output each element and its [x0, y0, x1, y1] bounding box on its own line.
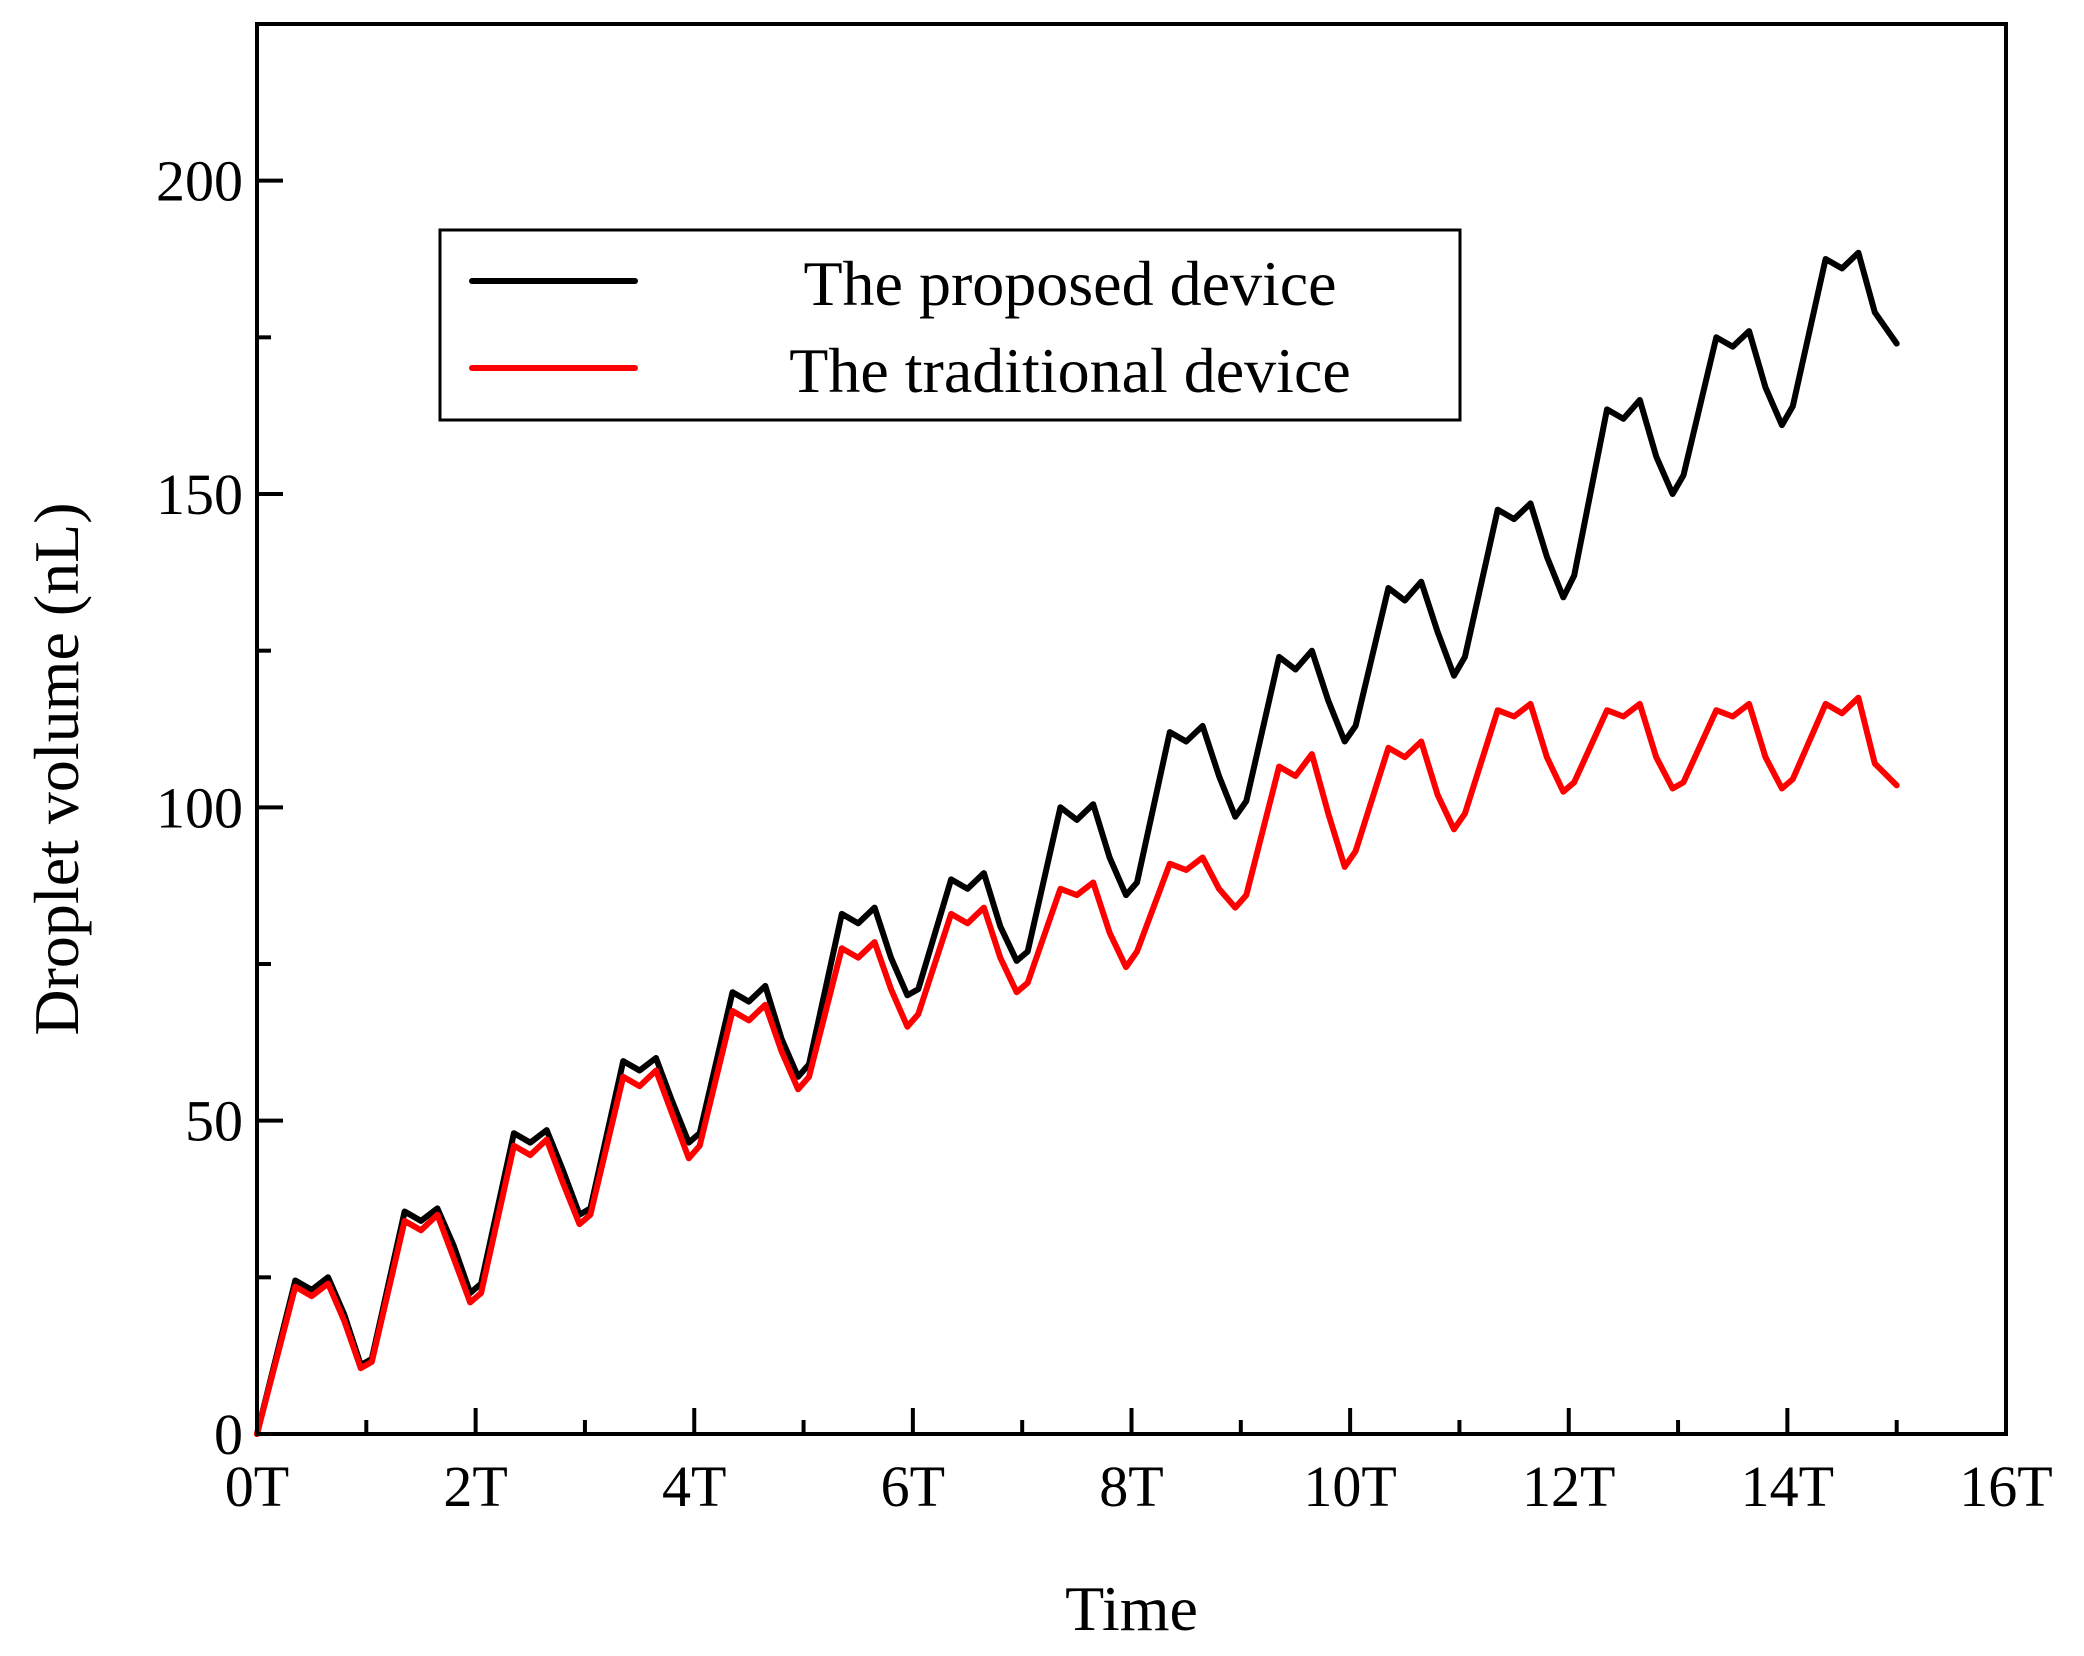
- y-tick-label: 0: [214, 1402, 243, 1467]
- x-tick-label: 6T: [881, 1454, 945, 1519]
- series-line-0: [254, 249, 1900, 1437]
- legend: The proposed device The traditional devi…: [438, 228, 1462, 422]
- y-tick-label: 100: [156, 775, 243, 840]
- x-tick-label: 12T: [1522, 1454, 1615, 1519]
- x-tick-label: 2T: [443, 1454, 507, 1519]
- series-line-1: [254, 694, 1900, 1437]
- y-axis-label: Droplet volume (nL): [21, 502, 92, 1035]
- legend-box: [438, 228, 1462, 422]
- x-tick-label: 10T: [1303, 1454, 1396, 1519]
- x-tick-label: 4T: [662, 1454, 726, 1519]
- legend-label-proposed: The proposed device: [803, 248, 1336, 319]
- x-axis-ticks: 0T 2T 4T 6T 8T 10T 12T 14T 16T: [225, 1408, 2053, 1519]
- legend-label-traditional: The traditional device: [789, 335, 1351, 406]
- x-tick-label: 8T: [1099, 1454, 1163, 1519]
- x-tick-label: 14T: [1741, 1454, 1834, 1519]
- series-layer: [254, 249, 1900, 1437]
- y-tick-label: 200: [156, 149, 243, 214]
- x-axis-label: Time: [1065, 1573, 1198, 1644]
- y-axis-ticks: 0 50 100 150 200: [156, 149, 283, 1467]
- y-tick-label: 150: [156, 462, 243, 527]
- x-tick-label: 0T: [225, 1454, 289, 1519]
- y-tick-label: 50: [185, 1089, 243, 1154]
- x-tick-label: 16T: [1959, 1454, 2052, 1519]
